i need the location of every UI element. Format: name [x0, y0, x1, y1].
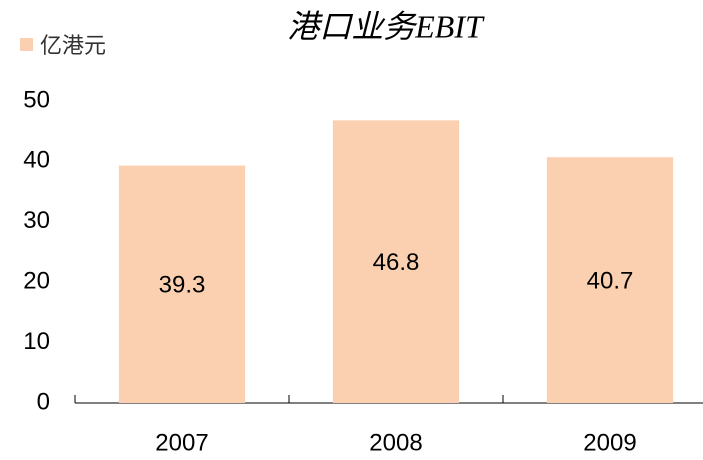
- data-label: 39.3: [159, 272, 206, 299]
- bar: [546, 157, 674, 403]
- y-tick-label: 10: [23, 328, 50, 355]
- y-tick-label: 20: [23, 268, 50, 295]
- legend-label: 亿港元: [40, 33, 106, 58]
- y-tick-label: 0: [37, 388, 50, 415]
- x-tick-label: 2008: [369, 429, 422, 456]
- y-tick-label: 30: [23, 207, 50, 234]
- bar: [332, 120, 460, 403]
- data-label: 40.7: [587, 267, 634, 294]
- x-tick-label: 2009: [583, 429, 636, 456]
- bar: [118, 165, 246, 403]
- chart-title: 港口业务EBIT: [287, 8, 485, 44]
- legend-swatch: [20, 38, 33, 51]
- x-tick-label: 2007: [155, 429, 208, 456]
- data-label: 46.8: [373, 249, 420, 276]
- y-tick-label: 50: [23, 86, 50, 113]
- y-tick-label: 40: [23, 147, 50, 174]
